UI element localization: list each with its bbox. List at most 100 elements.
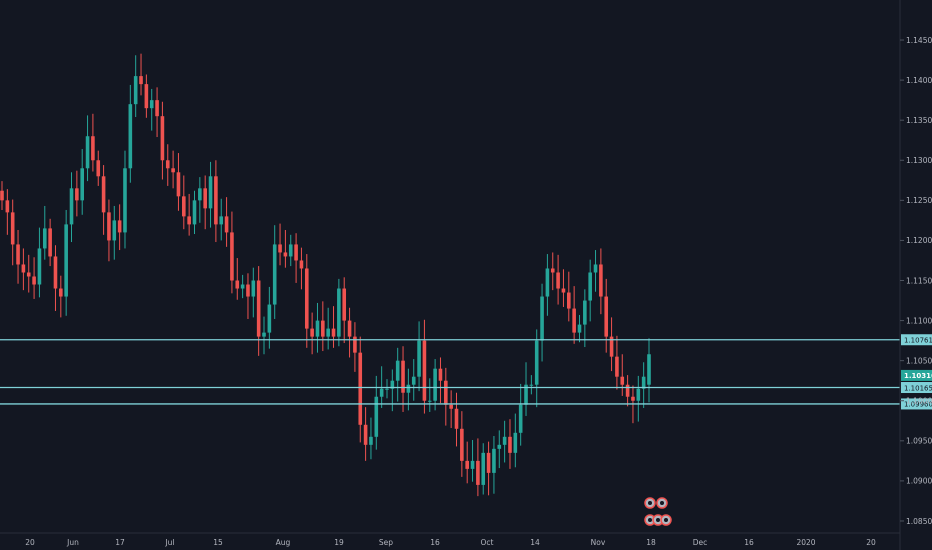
candle-body	[508, 436, 512, 453]
candle-body	[37, 248, 42, 285]
price-tick-label: 1.11500	[906, 276, 932, 285]
candle-body	[246, 284, 250, 297]
candle-body	[101, 176, 106, 213]
time-tick-label: 2020	[796, 538, 815, 547]
candle-body	[117, 220, 122, 233]
candle-body	[53, 256, 58, 289]
candle-body	[107, 212, 111, 241]
candle-body	[358, 352, 363, 425]
price-axis[interactable]: 1.14500 1.14000 1.13500 1.13000 1.12500 1.120…	[899, 0, 932, 550]
candle-body	[556, 272, 560, 289]
level-label: 1.09960	[904, 401, 932, 409]
candle-body	[524, 384, 528, 405]
candle-body	[647, 354, 651, 385]
event-marker-dot	[648, 501, 652, 505]
time-tick-label: 16	[430, 538, 440, 547]
level-label-bg	[901, 398, 932, 410]
time-tick-label: Nov	[591, 538, 606, 547]
candle-body	[294, 244, 298, 261]
candle-body	[288, 244, 293, 257]
candle-body	[545, 268, 550, 297]
candle-body	[604, 296, 609, 337]
candle-body	[160, 116, 165, 161]
candle-body	[465, 460, 469, 469]
candle-body	[112, 220, 117, 241]
candle-body	[182, 196, 186, 217]
candle-body	[21, 264, 26, 273]
candle-body	[599, 264, 603, 297]
time-tick-label: Aug	[276, 538, 291, 547]
time-tick-label: Jun	[66, 538, 79, 547]
candle-body	[219, 216, 224, 225]
candle-body	[85, 136, 90, 169]
event-marker-dot	[660, 501, 664, 505]
candle-body	[401, 360, 405, 393]
candle-body	[96, 160, 101, 177]
candle-body	[283, 252, 288, 257]
candle-body	[198, 188, 202, 201]
price-tick-label: 1.10000	[906, 397, 932, 406]
candle-body	[123, 168, 127, 233]
current-price-bg	[901, 369, 932, 381]
candle-body	[390, 380, 395, 389]
candle-body	[128, 104, 133, 169]
candles-layer	[0, 53, 651, 497]
candle-body	[230, 232, 234, 281]
candle-body	[588, 272, 592, 301]
candle-body	[262, 332, 266, 337]
time-tick-label: 20	[25, 538, 35, 547]
candle-body	[385, 388, 389, 390]
candle-body	[406, 384, 411, 393]
price-tick-label: 1.09500	[906, 437, 932, 446]
event-marker-icon[interactable]	[656, 497, 668, 509]
time-tick-label: Oct	[481, 538, 494, 547]
candle-body	[192, 200, 197, 225]
candle-body	[171, 168, 175, 173]
candle-body	[444, 380, 448, 405]
candle-body	[299, 260, 304, 269]
time-tick-label: Sep	[379, 538, 393, 547]
candle-body	[470, 460, 475, 469]
candle-body	[342, 288, 347, 321]
candle-body	[5, 200, 10, 213]
event-markers[interactable]	[644, 497, 672, 526]
event-marker-icon[interactable]	[660, 514, 672, 526]
candle-body	[64, 224, 68, 297]
time-tick-label: Dec	[693, 538, 708, 547]
candle-body	[48, 228, 52, 257]
candle-body	[315, 320, 320, 337]
candle-body	[449, 404, 453, 409]
candle-body	[42, 228, 47, 249]
event-marker-dot	[664, 518, 668, 522]
candle-body	[417, 340, 421, 377]
candle-body	[59, 288, 63, 297]
level-label: 1.10165	[904, 384, 932, 392]
candle-body	[486, 452, 491, 473]
price-tick-label: 1.12000	[906, 236, 932, 245]
candle-body	[321, 320, 325, 337]
time-tick-label: 19	[334, 538, 344, 547]
candle-body	[566, 292, 571, 309]
candle-body	[133, 76, 138, 105]
candle-body	[331, 328, 336, 337]
event-marker-dot	[656, 518, 660, 522]
price-tick-label: 1.10500	[906, 356, 932, 365]
event-marker-icon[interactable]	[644, 497, 656, 509]
candle-body	[513, 432, 518, 453]
level-label: 1.10761	[904, 337, 932, 345]
time-tick-label: 17	[115, 538, 125, 547]
candle-body	[636, 388, 641, 401]
candle-body	[518, 404, 523, 433]
time-axis[interactable]: 20 Jun 17 Jul 15 Aug 19 Sep 16 Oct 14 Nov 18 Dec 16 202…	[0, 532, 900, 547]
candle-body	[550, 268, 555, 273]
candle-body	[460, 428, 464, 461]
candle-body	[256, 280, 261, 337]
candle-body	[139, 76, 143, 85]
candle-body	[326, 328, 330, 337]
candle-body	[26, 272, 31, 277]
candle-body	[251, 280, 256, 297]
candle-body	[497, 444, 502, 449]
candle-body	[69, 188, 74, 225]
price-tick-label: 1.08500	[906, 517, 932, 526]
